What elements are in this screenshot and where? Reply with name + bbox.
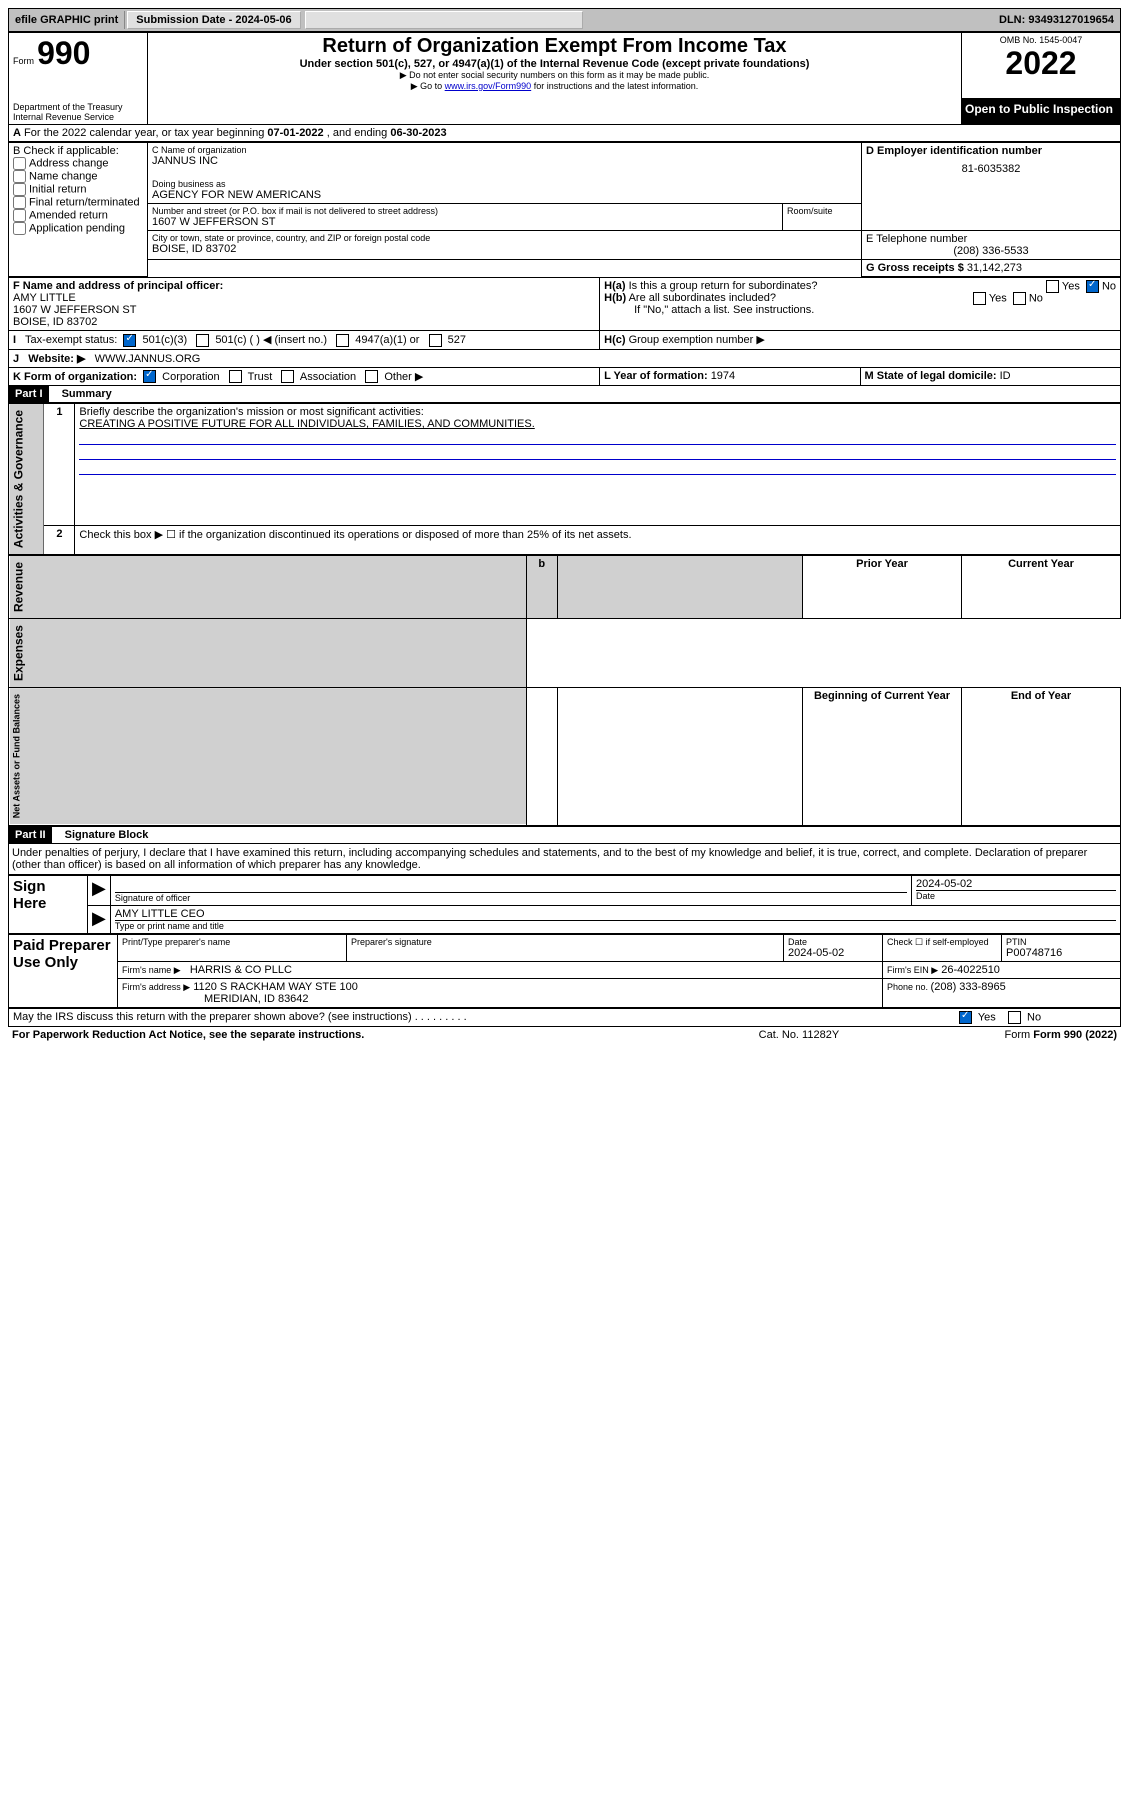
- hb-no[interactable]: [1013, 292, 1026, 305]
- k-label: K Form of organization:: [13, 371, 137, 383]
- paid-preparer: Paid Preparer Use Only: [9, 934, 118, 1007]
- firm-addr1: 1120 S RACKHAM WAY STE 100: [193, 981, 358, 993]
- side-net: Net Assets or Fund Balances: [9, 688, 527, 825]
- room-label: Room/suite: [787, 206, 857, 216]
- part1-hdr: Part I: [9, 386, 49, 402]
- sign-block: Sign Here ▶ Signature of officer 2024-05…: [8, 875, 1121, 934]
- officer-addr2: BOISE, ID 83702: [13, 316, 97, 328]
- efile-label[interactable]: efile GRAPHIC print: [9, 11, 125, 29]
- firm-name: HARRIS & CO PLLC: [190, 964, 292, 976]
- domicile: ID: [1000, 370, 1011, 382]
- c-name-label: C Name of organization: [152, 145, 857, 155]
- ha-yes[interactable]: [1046, 280, 1059, 293]
- line-a: A For the 2022 calendar year, or tax yea…: [8, 125, 1121, 142]
- website: WWW.JANNUS.ORG: [95, 353, 201, 365]
- b-label: B Check if applicable:: [13, 145, 143, 157]
- f-label: F Name and address of principal officer:: [13, 280, 223, 292]
- street: 1607 W JEFFERSON ST: [152, 216, 778, 228]
- submission-date-btn[interactable]: Submission Date - 2024-05-06: [127, 11, 300, 29]
- dba: AGENCY FOR NEW AMERICANS: [152, 189, 857, 201]
- form-subtitle: Under section 501(c), 527, or 4947(a)(1)…: [152, 58, 957, 70]
- dept-label: Department of the Treasury: [13, 102, 143, 112]
- sig-officer-label: Signature of officer: [115, 892, 907, 903]
- g-label: G Gross receipts $: [866, 262, 967, 274]
- side-governance: Activities & Governance: [9, 404, 44, 555]
- dba-label: Doing business as: [152, 179, 857, 189]
- hb-yes[interactable]: [973, 292, 986, 305]
- chk-corp[interactable]: [143, 370, 156, 383]
- discuss-row: May the IRS discuss this return with the…: [8, 1008, 1121, 1027]
- i-label: Tax-exempt status:: [25, 334, 117, 346]
- col-end: End of Year: [962, 688, 1121, 825]
- form-word: Form: [13, 56, 34, 66]
- discuss-no[interactable]: [1008, 1011, 1021, 1024]
- chk-app-pending[interactable]: [13, 222, 26, 235]
- firm-phone: (208) 333-8965: [931, 981, 1006, 993]
- note-link: ▶ Go to www.irs.gov/Form990 for instruct…: [152, 81, 957, 92]
- chk-amended[interactable]: [13, 209, 26, 222]
- col-begin: Beginning of Current Year: [803, 688, 962, 825]
- chk-address-change[interactable]: [13, 157, 26, 170]
- firm-addr2: MERIDIAN, ID 83642: [122, 993, 309, 1005]
- chk-527[interactable]: [429, 334, 442, 347]
- top-bar: efile GRAPHIC print Submission Date - 20…: [8, 8, 1121, 32]
- city-label: City or town, state or province, country…: [152, 233, 857, 243]
- chk-4947[interactable]: [336, 334, 349, 347]
- ein: 81-6035382: [866, 157, 1116, 181]
- form-number: 990: [37, 35, 90, 71]
- discuss-yes[interactable]: [959, 1011, 972, 1024]
- year-formation: 1974: [711, 370, 735, 382]
- officer-name: AMY LITTLE: [13, 292, 76, 304]
- addr-label: Number and street (or P.O. box if mail i…: [152, 206, 778, 216]
- officer-name-title: AMY LITTLE CEO: [115, 908, 205, 920]
- blank-btn[interactable]: [305, 11, 583, 29]
- open-public: Open to Public Inspection: [962, 98, 1121, 124]
- gross-receipts: 31,142,273: [967, 262, 1022, 274]
- tax-year: 2022: [966, 45, 1116, 82]
- d-label: D Employer identification number: [866, 145, 1116, 157]
- sig-date: 2024-05-02: [916, 878, 972, 890]
- city: BOISE, ID 83702: [152, 243, 857, 255]
- j-label: Website: ▶: [28, 353, 85, 365]
- phone: (208) 336-5533: [866, 245, 1116, 257]
- irs-label: Internal Revenue Service: [13, 112, 143, 122]
- form-header: Form 990 Department of the Treasury Inte…: [8, 32, 1121, 125]
- rev-exp-table: Revenue b Prior Year Current Year Expens…: [8, 555, 1121, 825]
- sign-here: Sign Here: [9, 875, 88, 933]
- preparer-block: Paid Preparer Use Only Print/Type prepar…: [8, 934, 1121, 1008]
- chk-assoc[interactable]: [281, 370, 294, 383]
- dln: DLN: 93493127019654: [993, 11, 1120, 29]
- chk-trust[interactable]: [229, 370, 242, 383]
- chk-501c3[interactable]: [123, 334, 136, 347]
- entity-block: B Check if applicable: Address change Na…: [8, 142, 1121, 277]
- form-title: Return of Organization Exempt From Incom…: [152, 35, 957, 58]
- declaration: Under penalties of perjury, I declare th…: [8, 844, 1121, 875]
- part1-sub: Summary: [52, 388, 112, 400]
- ha-no[interactable]: [1086, 280, 1099, 293]
- firm-ein: 26-4022510: [941, 964, 1000, 976]
- part2-hdr: Part II: [9, 827, 52, 843]
- part1-table: Activities & Governance 1 Briefly descri…: [8, 403, 1121, 555]
- side-expenses: Expenses: [9, 619, 527, 688]
- footer: For Paperwork Reduction Act Notice, see …: [8, 1027, 1121, 1043]
- fhijk-block: F Name and address of principal officer:…: [8, 277, 1121, 386]
- chk-initial-return[interactable]: [13, 183, 26, 196]
- org-name: JANNUS INC: [152, 155, 857, 167]
- chk-other[interactable]: [365, 370, 378, 383]
- col-prior: Prior Year: [803, 556, 962, 619]
- chk-final-return[interactable]: [13, 196, 26, 209]
- col-curr: Current Year: [962, 556, 1121, 619]
- note-ssn: ▶ Do not enter social security numbers o…: [152, 70, 957, 81]
- omb: OMB No. 1545-0047: [966, 35, 1116, 45]
- mission: CREATING A POSITIVE FUTURE FOR ALL INDIV…: [79, 418, 534, 430]
- officer-addr1: 1607 W JEFFERSON ST: [13, 304, 136, 316]
- part2-sub: Signature Block: [55, 829, 149, 841]
- ptin: P00748716: [1006, 947, 1062, 959]
- e-label: E Telephone number: [866, 233, 1116, 245]
- side-revenue: Revenue: [9, 556, 527, 619]
- chk-name-change[interactable]: [13, 170, 26, 183]
- irs-link[interactable]: www.irs.gov/Form990: [445, 81, 532, 91]
- chk-501c[interactable]: [196, 334, 209, 347]
